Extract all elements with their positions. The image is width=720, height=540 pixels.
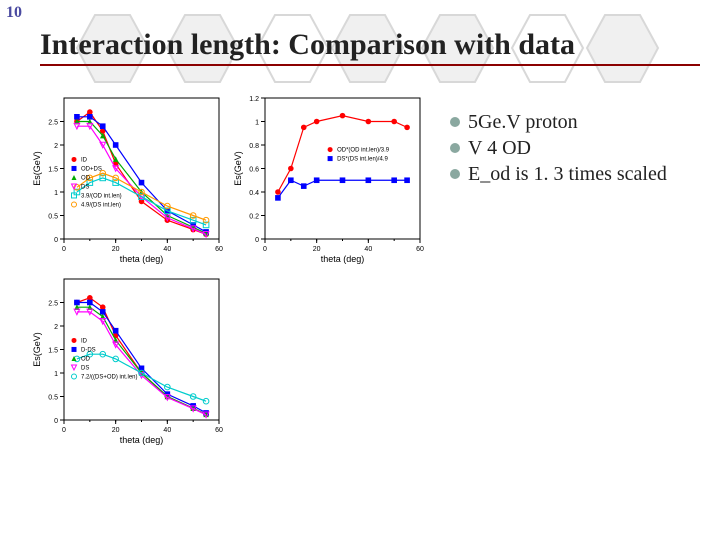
svg-text:1.5: 1.5 bbox=[48, 167, 58, 174]
svg-text:4.9/(DS int.len): 4.9/(DS int.len) bbox=[81, 202, 121, 208]
svg-text:7.2/((DS+OD) int.len): 7.2/((DS+OD) int.len) bbox=[81, 374, 138, 380]
bullet-icon bbox=[450, 117, 460, 127]
svg-text:theta (deg): theta (deg) bbox=[120, 254, 164, 264]
svg-text:0.5: 0.5 bbox=[48, 214, 58, 221]
svg-text:D-DS: D-DS bbox=[81, 347, 96, 353]
svg-text:0.4: 0.4 bbox=[249, 190, 259, 197]
svg-text:ID: ID bbox=[81, 338, 88, 344]
svg-text:1: 1 bbox=[54, 371, 58, 378]
svg-text:OD: OD bbox=[81, 175, 91, 181]
svg-text:40: 40 bbox=[163, 427, 171, 434]
svg-text:0.8: 0.8 bbox=[249, 143, 259, 150]
bullet-item: 5Ge.V proton bbox=[450, 110, 710, 134]
svg-text:0.5: 0.5 bbox=[48, 395, 58, 402]
bullet-text: E_od is 1. 3 times scaled bbox=[468, 162, 667, 186]
svg-text:0: 0 bbox=[263, 246, 267, 253]
bullet-text: V 4 OD bbox=[468, 136, 531, 160]
bullet-item: V 4 OD bbox=[450, 136, 710, 160]
svg-text:theta (deg): theta (deg) bbox=[120, 435, 164, 445]
svg-text:DS*(DS int.len)/4.9: DS*(DS int.len)/4.9 bbox=[337, 157, 388, 163]
svg-text:40: 40 bbox=[163, 246, 171, 253]
chart-bottom-left: Es(GeV) 0 20 40 60 0 0.5 1 1.5 2 2.5 theta (deg) ID D… bbox=[30, 271, 225, 446]
chart-top-right: Es(GeV) 0 20 40 60 0 0.2 0.4 0.6 0.8 1 1.2 theta (de… bbox=[231, 90, 426, 265]
svg-text:DS: DS bbox=[81, 184, 89, 190]
page-title: Interaction length: Comparison with data bbox=[40, 28, 700, 66]
bullet-list: 5Ge.V proton V 4 OD E_od is 1. 3 times s… bbox=[450, 110, 710, 188]
svg-text:0: 0 bbox=[62, 246, 66, 253]
svg-text:1: 1 bbox=[255, 120, 259, 127]
svg-text:60: 60 bbox=[416, 246, 424, 253]
svg-text:OD: OD bbox=[81, 356, 91, 362]
bullet-text: 5Ge.V proton bbox=[468, 110, 578, 134]
bullet-item: E_od is 1. 3 times scaled bbox=[450, 162, 710, 186]
svg-text:20: 20 bbox=[112, 427, 120, 434]
page-number: 10 bbox=[6, 4, 22, 22]
svg-text:1.5: 1.5 bbox=[48, 348, 58, 355]
chart-bottom-right-empty bbox=[231, 271, 426, 446]
svg-text:0.2: 0.2 bbox=[249, 214, 259, 221]
svg-text:OD+DS: OD+DS bbox=[81, 166, 102, 172]
svg-text:20: 20 bbox=[313, 246, 321, 253]
bullet-icon bbox=[450, 169, 460, 179]
svg-text:60: 60 bbox=[215, 427, 223, 434]
svg-text:0.6: 0.6 bbox=[249, 167, 259, 174]
svg-text:40: 40 bbox=[364, 246, 372, 253]
svg-text:Es(GeV): Es(GeV) bbox=[233, 151, 243, 186]
svg-text:60: 60 bbox=[215, 246, 223, 253]
bullet-icon bbox=[450, 143, 460, 153]
svg-text:2: 2 bbox=[54, 324, 58, 331]
chart-top-left: Es(GeV) 0 20 40 60 0 0.5 1 1.5 2 2.5 theta (deg) ID O… bbox=[30, 90, 225, 265]
svg-text:0: 0 bbox=[255, 237, 259, 244]
svg-text:2.5: 2.5 bbox=[48, 120, 58, 127]
svg-text:1.2: 1.2 bbox=[249, 96, 259, 103]
svg-text:theta (deg): theta (deg) bbox=[321, 254, 365, 264]
svg-text:Es(GeV): Es(GeV) bbox=[32, 332, 42, 367]
svg-text:ID: ID bbox=[81, 157, 88, 163]
charts-grid: Es(GeV)020406000.511.522.5theta (deg)IDO… bbox=[30, 90, 426, 446]
svg-text:3.9/(OD int.len): 3.9/(OD int.len) bbox=[81, 193, 122, 199]
svg-text:2.5: 2.5 bbox=[48, 301, 58, 308]
svg-text:0: 0 bbox=[54, 418, 58, 425]
svg-text:2: 2 bbox=[54, 143, 58, 150]
svg-text:0: 0 bbox=[62, 427, 66, 434]
svg-text:OD*(OD int.len)/3.9: OD*(OD int.len)/3.9 bbox=[337, 148, 390, 154]
svg-text:DS: DS bbox=[81, 365, 89, 371]
svg-text:20: 20 bbox=[112, 246, 120, 253]
svg-text:0: 0 bbox=[54, 237, 58, 244]
svg-text:1: 1 bbox=[54, 190, 58, 197]
svg-text:Es(GeV): Es(GeV) bbox=[32, 151, 42, 186]
